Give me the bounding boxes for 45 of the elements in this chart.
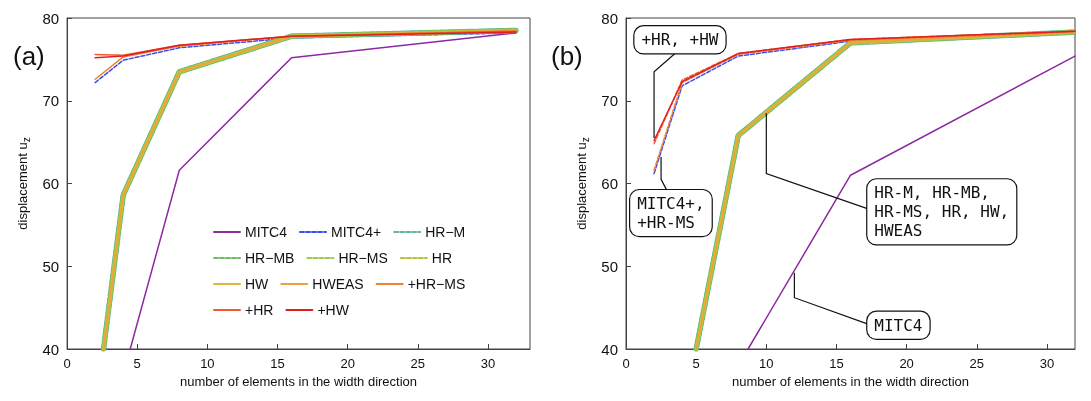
y-tick-label: 60 xyxy=(42,175,60,192)
legend-label: HR xyxy=(431,250,453,266)
x-tick-label: 25 xyxy=(969,356,985,371)
y-tick-label: 40 xyxy=(42,340,60,358)
legend-label: MITC4 xyxy=(245,224,288,240)
x-tick-label: 20 xyxy=(340,356,355,371)
x-tick-label: 30 xyxy=(1039,356,1055,371)
y-tick-label: 60 xyxy=(601,175,618,192)
x-tick-label: 20 xyxy=(899,356,914,371)
y-tick-label: 50 xyxy=(42,257,60,275)
y-tick-label: 70 xyxy=(601,92,618,110)
x-tick-label: 30 xyxy=(480,356,496,371)
x-tick-label: 15 xyxy=(829,356,844,371)
x-tick-label: 25 xyxy=(410,356,426,371)
x-axis-title: number of elements in the width direction xyxy=(731,374,970,389)
legend-label: +HR xyxy=(245,302,274,318)
x-tick-label: 10 xyxy=(759,356,774,371)
legend-label: HWEAS xyxy=(312,276,364,292)
x-tick-label: 5 xyxy=(692,356,700,371)
annotation: MITC4 xyxy=(874,315,923,335)
x-tick-label: 10 xyxy=(200,356,215,371)
y-tick-label: 80 xyxy=(42,9,60,27)
y-tick-label: 70 xyxy=(42,92,60,110)
text: (b) xyxy=(551,41,583,71)
x-tick-label: 5 xyxy=(133,356,141,371)
legend-label: +HW xyxy=(317,302,350,318)
legend-label: HW xyxy=(245,276,270,292)
x-axis-title: number of elements in the width direction xyxy=(180,374,418,389)
text: (a) xyxy=(13,41,45,71)
legend-label: MITC4+ xyxy=(331,224,382,240)
x-tick-label: 0 xyxy=(63,356,71,371)
legend-label: HR−MB xyxy=(245,250,295,266)
y-tick-label: 40 xyxy=(601,340,618,358)
legend-label: HR−MS xyxy=(338,250,388,266)
annotation: HR-M, HR-MB, HR-MS, HR, HW, HWEAS xyxy=(874,183,1010,241)
y-axis-title: displacement uz xyxy=(573,137,591,230)
x-tick-label: 15 xyxy=(270,356,285,371)
annotation: MITC4+, +HR-MS xyxy=(637,194,705,233)
y-axis-title: displacement uz xyxy=(15,137,32,230)
annotation: +HR, +HW xyxy=(641,30,719,50)
y-tick-label: 50 xyxy=(601,257,618,275)
y-tick-label: 80 xyxy=(601,9,618,27)
legend-label: HR−M xyxy=(425,224,466,240)
legend-label: +HR−MS xyxy=(407,276,466,292)
x-tick-label: 0 xyxy=(622,356,630,371)
